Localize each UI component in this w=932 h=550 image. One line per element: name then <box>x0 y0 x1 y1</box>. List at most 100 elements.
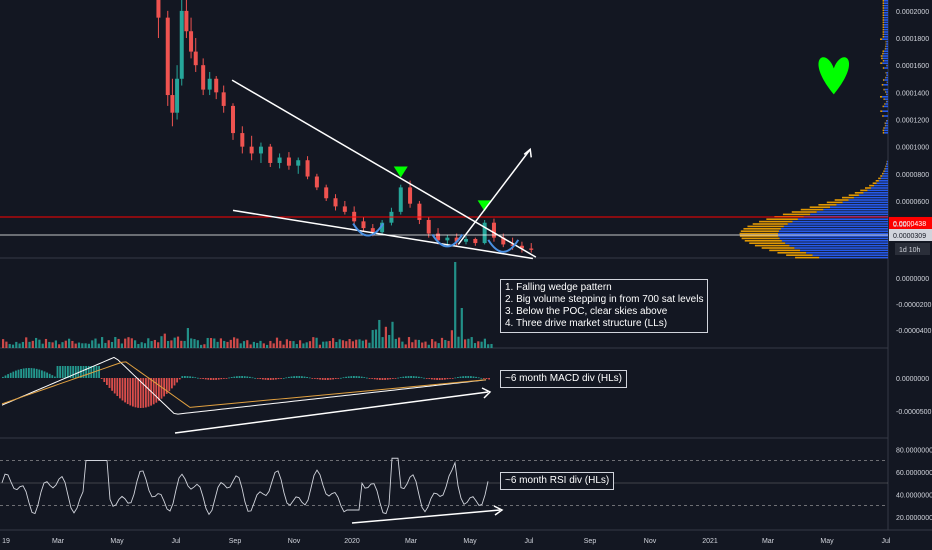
time-tick-label: Sep <box>584 538 597 545</box>
macd-hist-bar <box>270 378 272 380</box>
profile-bar-sell <box>885 48 886 50</box>
volume-bar <box>434 341 436 348</box>
macd-hist-bar <box>423 378 425 379</box>
volume-bar <box>484 339 486 348</box>
profile-bar <box>887 65 888 67</box>
macd-hist-bar <box>145 378 147 407</box>
macd-hist-bar <box>54 377 56 378</box>
time-tick-label: Sep <box>229 538 242 545</box>
profile-bar-sell <box>741 230 779 232</box>
profile-bar-sell <box>883 132 884 134</box>
profile-bar-sell <box>882 115 884 117</box>
profile-bar <box>884 29 888 31</box>
rsi-tick-label: 40.0000000 <box>896 492 932 499</box>
candle-body <box>175 79 179 113</box>
profile-bar <box>884 60 888 62</box>
macd-hist-bar <box>434 378 436 380</box>
profile-bar-sell <box>766 218 798 220</box>
volume-bar <box>391 322 393 348</box>
macd-hist-bar <box>345 377 347 378</box>
note-macd[interactable]: ~6 month MACD div (HLs) <box>500 370 627 388</box>
profile-bar-sell <box>886 94 887 96</box>
profile-bar <box>886 72 888 74</box>
profile-bar-sell <box>745 240 782 242</box>
profile-bar-sell <box>880 96 882 98</box>
profile-bar-sell <box>880 175 882 177</box>
profile-bar <box>788 223 888 225</box>
volume-bar <box>299 340 301 348</box>
profile-bar <box>883 58 888 60</box>
macd-hist-bar <box>171 378 173 388</box>
note-main[interactable]: 1. Falling wedge pattern 2. Big volume s… <box>500 279 708 333</box>
profile-bar <box>778 233 888 235</box>
profile-bar-sell <box>876 180 879 182</box>
macd-hist-bar <box>410 376 412 378</box>
volume-bar <box>127 337 129 348</box>
candle-body <box>417 204 421 220</box>
time-tick-label: May <box>463 538 477 545</box>
volume-bar <box>58 344 60 348</box>
profile-bar-sell <box>849 194 859 196</box>
candle-body <box>156 0 160 18</box>
profile-bar-sell <box>880 38 882 40</box>
candle-body <box>361 221 365 228</box>
volume-bar <box>177 337 179 348</box>
macd-hist-bar <box>415 376 417 378</box>
profile-bar <box>884 31 888 33</box>
profile-bar-sell <box>885 122 886 124</box>
volume-bar <box>131 338 133 348</box>
macd-hist-bar <box>109 378 111 388</box>
volume-bar <box>471 337 473 348</box>
macd-hist-bar <box>135 378 137 407</box>
macd-hist-bar <box>114 378 116 393</box>
macd-hist-bar <box>332 378 334 379</box>
macd-hist-bar <box>15 371 17 378</box>
volume-bar <box>101 337 103 348</box>
macd-hist-bar <box>288 377 290 378</box>
profile-bar-sell <box>753 223 788 225</box>
macd-hist-bar <box>18 370 20 378</box>
macd-hist-bar <box>241 376 243 378</box>
profile-bar-sell <box>880 110 882 112</box>
note-rsi[interactable]: ~6 month RSI div (HLs) <box>500 472 614 490</box>
time-tick-label: Nov <box>288 538 301 545</box>
volume-bar <box>457 337 459 348</box>
volume-bar <box>401 342 403 348</box>
macd-hist-bar <box>319 378 321 380</box>
macd-hist-bar <box>376 378 378 380</box>
candle-body <box>287 158 291 166</box>
profile-bar <box>886 77 888 79</box>
macd-hist-bar <box>75 366 77 378</box>
time-tick-label: 2021 <box>702 538 718 545</box>
volume-bar <box>325 341 327 348</box>
candle-body <box>445 238 449 241</box>
profile-bar-sell <box>886 72 887 74</box>
macd-hist-bar <box>155 378 157 403</box>
macd-hist-bar <box>252 377 254 378</box>
macd-hist-bar <box>179 378 181 379</box>
macd-hist-bar <box>317 378 319 379</box>
profile-bar <box>863 192 888 194</box>
volume-bar <box>134 340 136 348</box>
macd-hist-bar <box>337 378 339 379</box>
macd-divergence-line <box>175 392 488 433</box>
macd-hist-bar <box>314 378 316 379</box>
volume-bar <box>118 339 120 348</box>
macd-hist-bar <box>101 378 103 379</box>
profile-bar <box>823 209 888 211</box>
macd-hist-bar <box>28 368 30 378</box>
profile-bar <box>885 122 888 124</box>
profile-bar <box>817 211 888 213</box>
macd-hist-bar <box>57 366 59 378</box>
candle-body <box>492 223 496 238</box>
profile-bar <box>830 206 888 208</box>
macd-hist-bar <box>400 377 402 378</box>
profile-bar <box>886 41 888 43</box>
time-tick-label: Nov <box>644 538 657 545</box>
volume-bar <box>207 338 209 348</box>
macd-hist-bar <box>382 378 384 380</box>
macd-hist-bar <box>462 376 464 378</box>
profile-bar-sell <box>818 204 836 206</box>
wedge-lower-line <box>233 210 533 258</box>
